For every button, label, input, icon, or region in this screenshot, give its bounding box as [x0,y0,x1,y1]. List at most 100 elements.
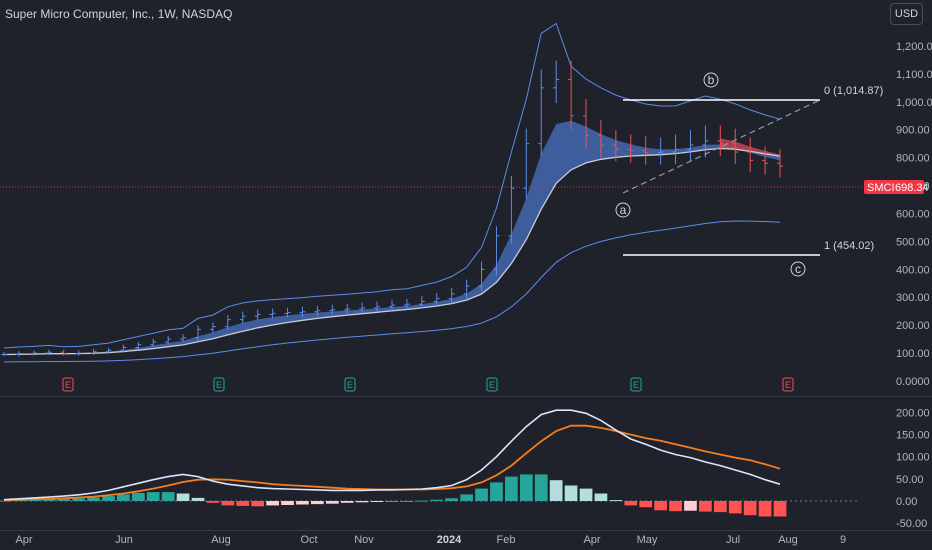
ohlc-bar [269,308,276,319]
signal-line [3,424,781,501]
macd-histogram-bar [460,494,473,501]
svg-text:E: E [65,380,71,390]
ohlc-bar [657,137,664,165]
price-tag: SMCI 698.34 [864,180,929,194]
macd-histogram-bar [609,500,623,502]
earnings-marker[interactable]: E [782,377,794,392]
trend-line-dashed[interactable] [622,99,821,194]
price-axis-label: 100.00 [896,348,930,360]
ohlc-bar [389,299,395,312]
ohlc-bar [702,125,709,158]
svg-text:E: E [633,380,639,390]
ohlc-bar [224,315,231,330]
macd-histogram-bar [251,501,264,507]
macd-line [3,409,781,501]
ohlc-bar [314,305,321,316]
macd-histogram-bar [57,498,71,501]
ohlc-bar [433,292,440,306]
svg-text:E: E [347,380,353,390]
macd-histogram-bar [236,501,250,506]
earnings-marker[interactable]: E [344,377,356,392]
earnings-marker[interactable]: E [213,377,225,392]
macd-histogram-bar [370,501,384,502]
macd-histogram-bar [311,501,324,505]
ohlc-bar [747,137,754,173]
macd-histogram-bar [415,500,429,502]
macd-histogram-bar [624,501,638,506]
ohlc-bar [30,350,37,356]
wave-label-c[interactable]: c [790,261,806,277]
earnings-marker[interactable]: E [62,377,74,392]
macd-histogram-bar [161,492,175,501]
svg-text:E: E [216,380,222,390]
ohlc-bar [717,125,724,157]
ohlc-bar [344,303,351,314]
ohlc-bar [687,130,694,162]
svg-text:b: b [708,73,715,87]
ohlc-bar [329,304,336,315]
time-axis-label: Apr [15,534,32,546]
macd-histogram-bar [340,501,354,503]
ohlc-bar [672,134,679,165]
ohlc-bar [45,349,52,356]
price-pane[interactable] [1,22,783,363]
price-axis-label: 1,000.00 [896,97,932,109]
svg-text:c: c [795,262,801,276]
ohlc-bar [195,325,201,341]
macd-histogram-bar [654,501,667,511]
price-axis[interactable]: 1,200.001,100.001,000.00900.00800.00700.… [896,41,932,388]
macd-histogram-bar [132,493,145,501]
macd-histogram-bar [490,482,503,501]
ohlc-bar [180,334,187,342]
macd-histogram-bar [445,498,458,501]
macd-histogram-bar [728,501,742,514]
ohlc-bar [418,295,425,309]
macd-histogram-bar [72,498,85,501]
ohlc-bar [105,347,112,354]
macd-histogram-bar [669,501,682,512]
ohlc-bar [359,302,366,314]
macd-histogram-bar [773,501,787,517]
macd-axis[interactable]: 200.00 150.00 100.00 50.00 0.00 -50.00 [896,407,930,530]
time-axis-label: Oct [300,534,317,546]
macd-histogram-bar [714,501,727,513]
price-axis-label: 0.0000 [896,376,930,388]
macd-histogram-bar [221,501,235,506]
ohlc-bar [597,119,604,158]
ohlc-bar [299,306,306,317]
ohlc-bar [60,349,67,356]
macd-histogram-bar [206,501,220,503]
macd-histogram-bar [564,485,578,501]
time-axis-label: Apr [583,534,600,546]
time-axis-label: 2024 [437,534,462,546]
macd-histogram-bar [12,500,26,502]
macd-histogram-bar [27,499,41,501]
earnings-marker[interactable]: E [630,377,642,392]
ema-band [4,120,780,355]
macd-histogram-bar [475,488,488,501]
wave-label-a[interactable]: a [615,202,631,218]
svg-text:E: E [489,380,495,390]
time-axis[interactable]: Apr Jun Aug Oct Nov 2024 Feb Apr May Jul Aug 9 [15,534,846,546]
svg-text:E: E [785,380,791,390]
macd-histogram-bar [146,492,160,501]
ohlc-bar [254,309,261,321]
wave-label-b[interactable]: b [703,72,719,88]
ohlc-bar [448,287,455,304]
earnings-marker[interactable]: E [486,377,498,392]
ohlc-bar [209,322,216,333]
price-tag-symbol: SMCI [867,182,895,194]
macd-pane[interactable] [0,409,860,517]
price-axis-label: 400.00 [896,264,930,276]
macd-axis-label: 50.00 [896,474,924,486]
macd-histogram-bar [0,500,11,502]
time-axis-label: Nov [354,534,374,546]
price-axis-label: 200.00 [896,320,930,332]
macd-histogram-bar [42,499,56,501]
time-axis-label: Aug [211,534,231,546]
currency-button[interactable]: USD [890,3,923,25]
ohlc-bar [762,146,769,175]
ohlc-bar [538,69,545,157]
macd-histogram-bar [355,501,369,503]
